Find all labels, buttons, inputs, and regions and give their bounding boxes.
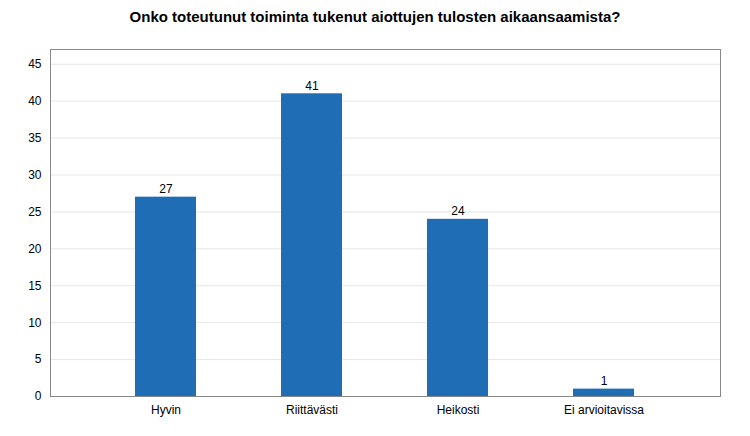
- svg-text:1: 1: [601, 374, 608, 388]
- svg-text:10: 10: [28, 316, 42, 330]
- svg-text:45: 45: [28, 57, 42, 71]
- svg-text:0: 0: [35, 389, 42, 403]
- svg-text:Ei arvioitavissa: Ei arvioitavissa: [564, 403, 644, 417]
- svg-text:40: 40: [28, 94, 42, 108]
- svg-text:24: 24: [451, 204, 465, 218]
- svg-text:Riittävästi: Riittävästi: [286, 403, 338, 417]
- svg-text:20: 20: [28, 242, 42, 256]
- svg-text:41: 41: [305, 79, 319, 93]
- svg-text:Heikosti: Heikosti: [437, 403, 480, 417]
- svg-text:27: 27: [159, 182, 173, 196]
- svg-text:35: 35: [28, 131, 42, 145]
- svg-text:30: 30: [28, 168, 42, 182]
- svg-text:5: 5: [35, 352, 42, 366]
- svg-text:15: 15: [28, 279, 42, 293]
- svg-text:25: 25: [28, 205, 42, 219]
- html-text:Onko toteutunut toiminta tuken: Onko toteutunut toiminta tukenut aiottuj…: [129, 8, 621, 25]
- svg-text:Hyvin: Hyvin: [151, 403, 181, 417]
